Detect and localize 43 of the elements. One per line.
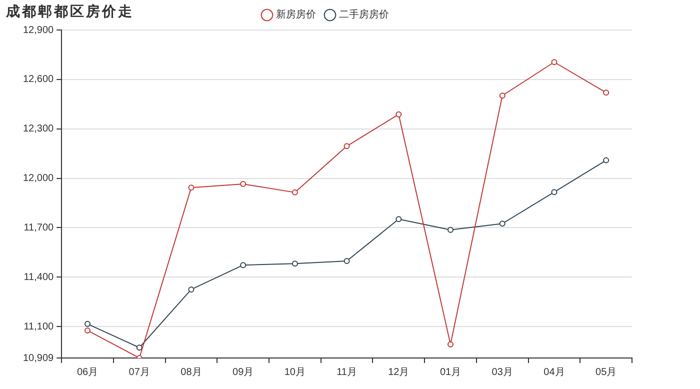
chart-title: 成都郫都区房价走: [6, 3, 134, 21]
x-tick-label: 06月: [76, 366, 98, 378]
x-tick-label: 03月: [492, 366, 513, 378]
x-tick-label: 11月: [336, 366, 357, 378]
x-tick-label: 10月: [284, 366, 306, 378]
y-tick-label: 11,700: [24, 222, 54, 234]
x-tick-label: 05月: [596, 366, 617, 378]
x-tick-label: 08月: [180, 366, 202, 378]
y-tick-label: 12,600: [22, 74, 54, 86]
point: [344, 143, 350, 150]
x-tick-label: 04月: [544, 366, 565, 378]
point: [136, 344, 142, 351]
point: [84, 320, 91, 327]
point: [448, 226, 454, 233]
x-tick-label: 01月: [440, 366, 462, 378]
y-tick-label: 12,000: [22, 173, 54, 184]
y-tick-label: 11,400: [24, 272, 54, 283]
point: [499, 92, 506, 99]
point: [292, 189, 298, 196]
point: [448, 341, 454, 348]
y-tick-label: 10,909: [22, 352, 54, 364]
y-tick-label: 12,900: [22, 24, 54, 36]
point: [240, 262, 246, 268]
point: [396, 111, 402, 118]
point: [240, 181, 246, 188]
point: [84, 327, 91, 334]
point: [344, 258, 350, 264]
point: [551, 189, 558, 196]
x-tick-label: 07月: [128, 366, 150, 378]
point: [188, 286, 194, 292]
y-tick-label: 12,300: [22, 124, 54, 135]
point: [396, 216, 402, 222]
y-tick-label: 11,100: [24, 321, 54, 332]
point: [292, 260, 298, 267]
point: [188, 184, 194, 191]
point: [499, 220, 506, 227]
legend-label: 新房房价: [276, 8, 316, 21]
point: [603, 90, 610, 96]
x-tick-label: 09月: [232, 366, 254, 378]
point: [551, 59, 558, 66]
legend-label: 二手房房价: [339, 8, 389, 21]
x-tick-label: 12月: [388, 366, 410, 378]
point: [603, 157, 610, 164]
